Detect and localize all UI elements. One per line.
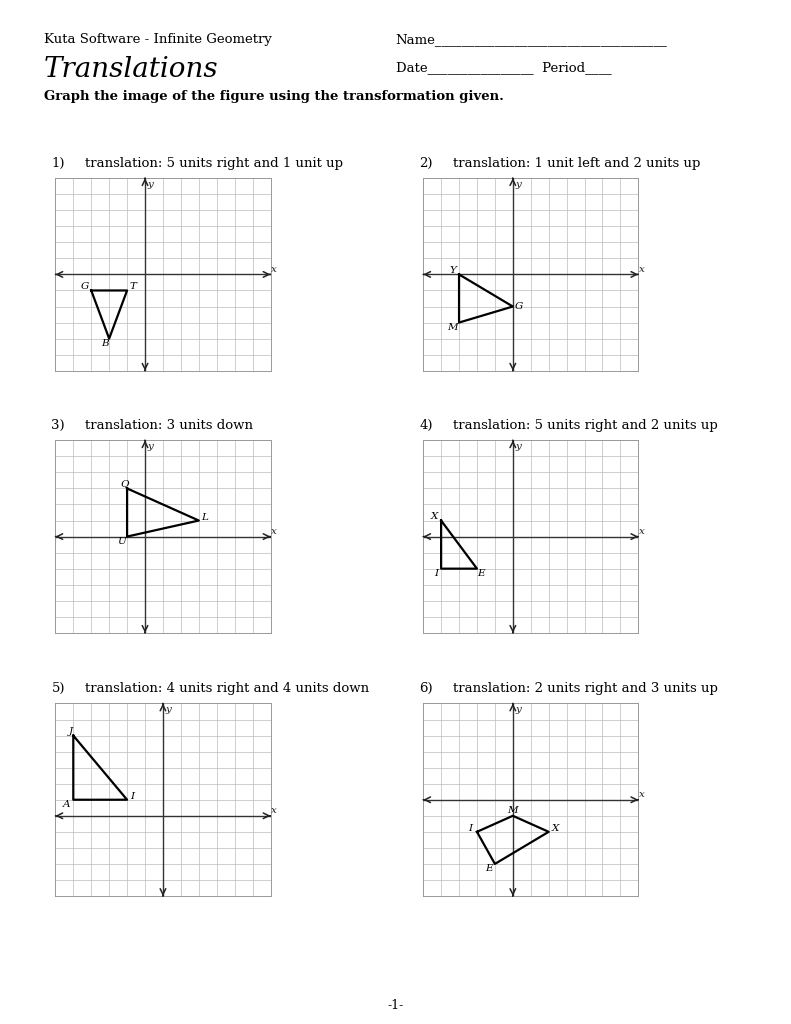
Text: B: B <box>101 339 108 348</box>
Text: A: A <box>63 800 70 809</box>
Text: 2): 2) <box>419 157 433 170</box>
Text: x: x <box>271 527 278 537</box>
Text: E: E <box>485 864 493 872</box>
Text: X: X <box>551 824 558 834</box>
Text: x: x <box>271 807 278 815</box>
Text: 6): 6) <box>419 682 433 695</box>
Text: Translations: Translations <box>44 56 218 83</box>
Text: y: y <box>516 180 521 188</box>
Text: y: y <box>165 706 172 714</box>
Text: translation: 1 unit left and 2 units up: translation: 1 unit left and 2 units up <box>453 157 701 170</box>
Text: translation: 5 units right and 2 units up: translation: 5 units right and 2 units u… <box>453 419 718 432</box>
Text: Kuta Software - Infinite Geometry: Kuta Software - Infinite Geometry <box>44 33 271 46</box>
Text: M: M <box>448 323 458 332</box>
Text: J: J <box>69 727 73 735</box>
Text: Name___________________________________: Name___________________________________ <box>396 33 668 46</box>
Text: M: M <box>508 807 518 815</box>
Text: -1-: -1- <box>388 998 403 1012</box>
Text: G: G <box>81 282 89 291</box>
Text: 3): 3) <box>51 419 65 432</box>
Text: Q: Q <box>120 479 129 488</box>
Text: translation: 2 units right and 3 units up: translation: 2 units right and 3 units u… <box>453 682 718 695</box>
Text: 5): 5) <box>51 682 65 695</box>
Text: x: x <box>271 265 278 274</box>
Text: y: y <box>148 442 153 451</box>
Text: I: I <box>131 792 134 801</box>
Text: x: x <box>639 791 645 800</box>
Text: y: y <box>516 442 521 451</box>
Text: x: x <box>639 527 645 537</box>
Text: Graph the image of the figure using the transformation given.: Graph the image of the figure using the … <box>44 90 503 103</box>
Text: x: x <box>639 265 645 274</box>
Text: translation: 4 units right and 4 units down: translation: 4 units right and 4 units d… <box>85 682 369 695</box>
Text: U: U <box>117 537 126 546</box>
Text: Date________________  Period____: Date________________ Period____ <box>396 61 611 75</box>
Text: I: I <box>468 824 473 834</box>
Text: 1): 1) <box>51 157 65 170</box>
Text: T: T <box>129 282 136 291</box>
Text: E: E <box>478 568 485 578</box>
Text: y: y <box>148 180 153 188</box>
Text: L: L <box>202 513 209 522</box>
Text: I: I <box>433 568 437 578</box>
Text: G: G <box>515 302 523 311</box>
Text: X: X <box>431 512 438 521</box>
Text: Y: Y <box>449 266 456 274</box>
Text: 4): 4) <box>419 419 433 432</box>
Text: y: y <box>516 706 521 714</box>
Text: translation: 5 units right and 1 unit up: translation: 5 units right and 1 unit up <box>85 157 343 170</box>
Text: translation: 3 units down: translation: 3 units down <box>85 419 253 432</box>
